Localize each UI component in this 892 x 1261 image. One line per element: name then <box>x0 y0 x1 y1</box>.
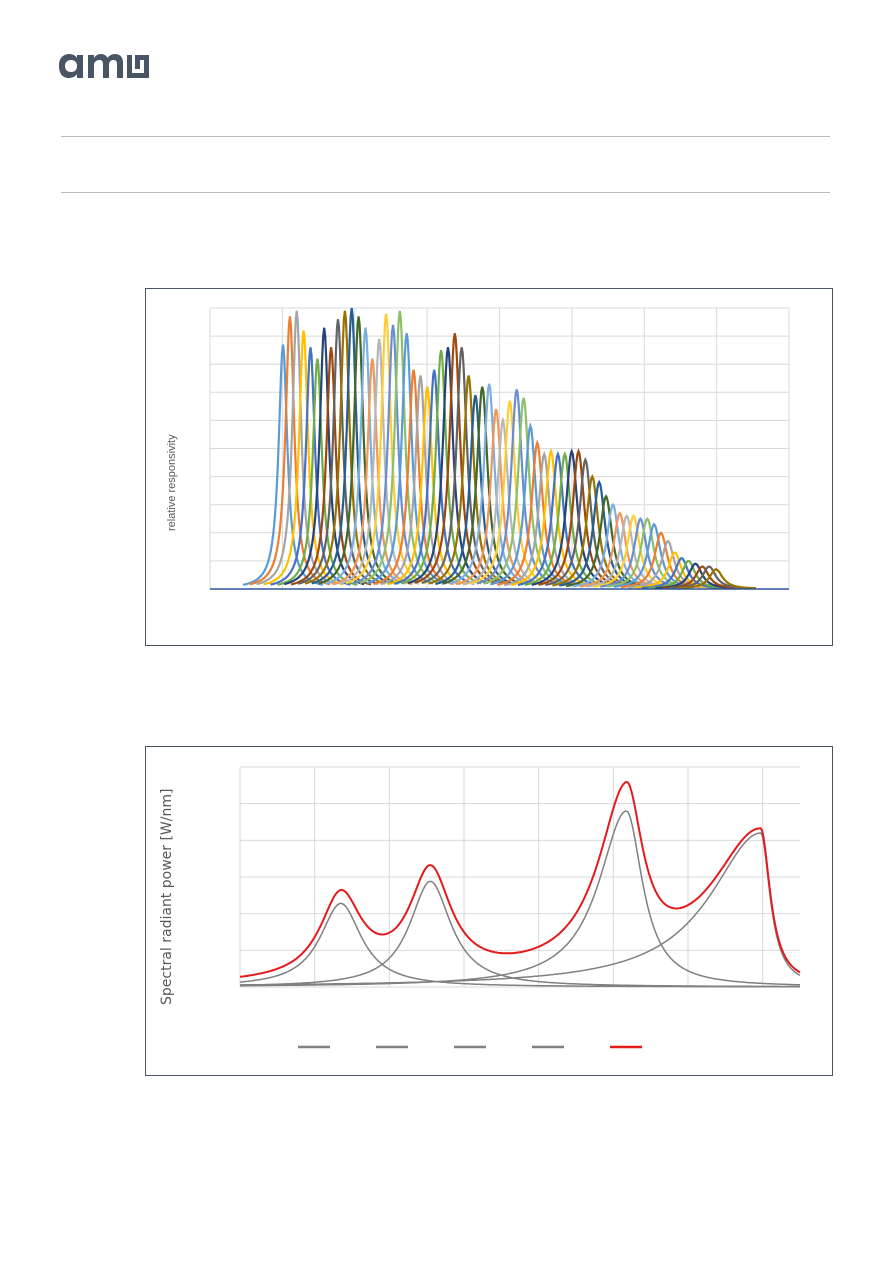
responsivity-chart: relative responsivity <box>145 288 833 646</box>
responsivity-curve <box>325 327 406 585</box>
responsivity-curve <box>490 422 571 586</box>
responsivity-curve <box>455 408 537 586</box>
responsivity-curve <box>338 338 420 585</box>
responsivity-curve <box>676 568 756 590</box>
responsivity-curve <box>318 316 399 585</box>
logo-mark-3 <box>135 55 140 69</box>
radiant-power-chart-svg <box>239 766 801 1049</box>
responsivity-curve <box>469 400 551 585</box>
led-component-curve <box>239 902 800 988</box>
responsivity-curve <box>435 394 516 586</box>
responsivity-curve <box>448 383 530 585</box>
radiant-power-y-axis-label: Spectral radiant power [W/nm] <box>159 788 175 1005</box>
led-component-curve <box>240 880 800 988</box>
logo-mark-1 <box>127 55 132 78</box>
responsivity-curve <box>345 313 427 585</box>
responsivity-curve <box>538 448 619 586</box>
responsivity-curve <box>483 397 564 585</box>
responsivity-curve <box>421 347 503 585</box>
header-rule-bottom <box>61 192 830 193</box>
responsivity-curve <box>593 514 674 588</box>
responsivity-curve <box>400 350 482 585</box>
header-rule-top <box>61 136 830 137</box>
responsivity-curve <box>627 539 709 589</box>
ams-logo <box>59 54 149 78</box>
radiant-power-chart: Spectral radiant power [W/nm] <box>145 746 833 1076</box>
logo-mark-5 <box>135 55 149 60</box>
logo-mark-2 <box>127 73 149 78</box>
logo-mark-4 <box>144 55 149 78</box>
responsivity-curve <box>442 386 523 585</box>
responsivity-curve <box>634 551 715 589</box>
responsivity-chart-svg <box>209 307 790 590</box>
responsivity-curve <box>332 358 413 586</box>
logo-letter-m <box>88 54 123 78</box>
led-component-curve <box>240 832 801 986</box>
responsivity-curve <box>407 347 489 585</box>
responsivity-curve <box>510 448 592 586</box>
responsivity-curve <box>462 416 544 586</box>
total-spectrum-curve <box>239 780 801 978</box>
responsivity-curve <box>503 450 585 587</box>
responsivity-curve <box>497 439 578 586</box>
responsivity-curve <box>600 517 681 588</box>
responsivity-y-axis-label: relative responsivity <box>166 434 178 531</box>
logo-letter-a <box>59 54 83 78</box>
responsivity-curve <box>428 375 509 585</box>
led-component-curve <box>240 810 801 987</box>
